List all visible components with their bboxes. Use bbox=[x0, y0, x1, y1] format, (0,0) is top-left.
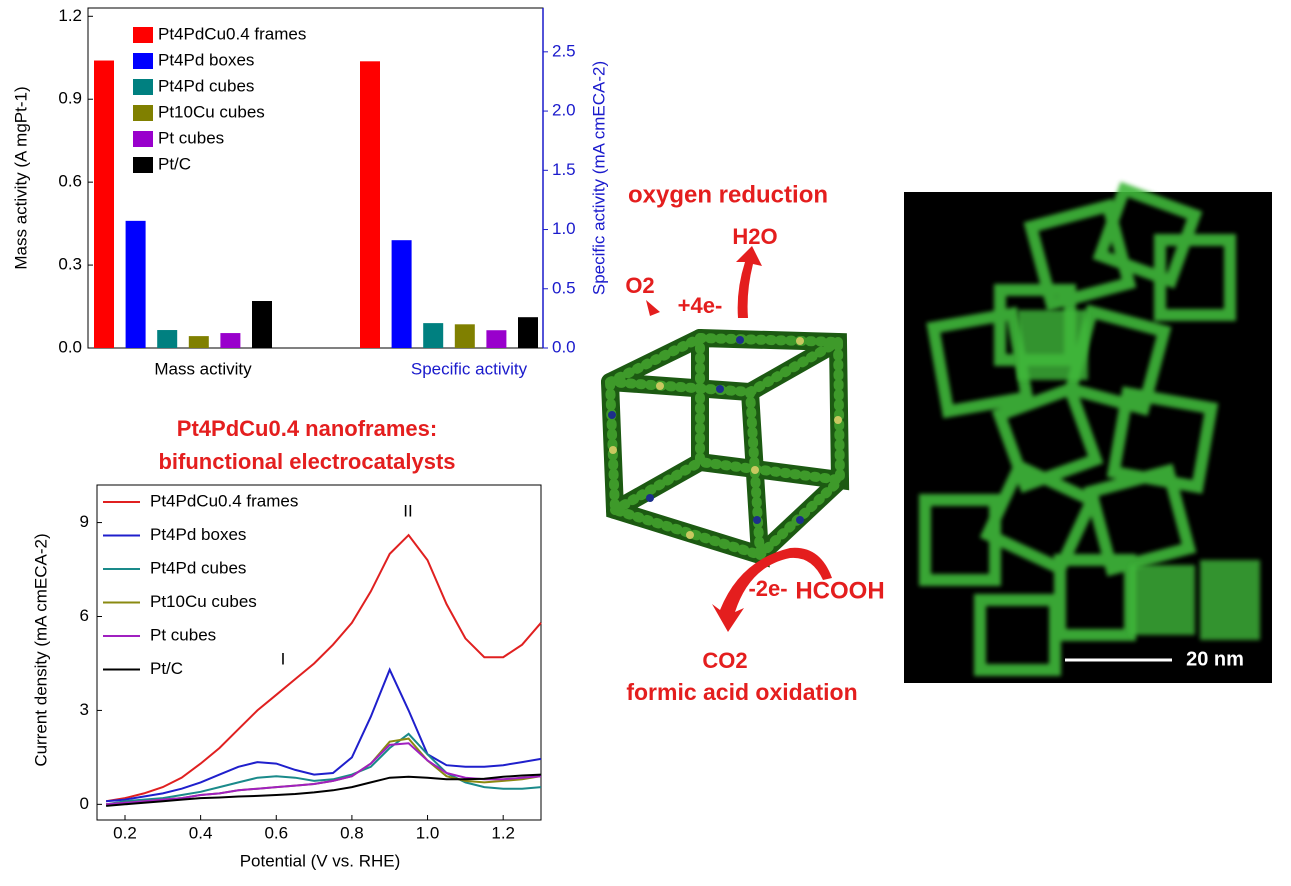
bar bbox=[220, 333, 241, 348]
legend-swatch bbox=[133, 105, 153, 121]
y2-tick-label: 1.0 bbox=[552, 219, 576, 238]
y2-axis-label: Specific activity (mA cmECA-2) bbox=[589, 61, 608, 295]
micrograph bbox=[904, 181, 1272, 683]
electron-label: +4e- bbox=[678, 293, 723, 318]
legend-label: Pt4Pd cubes bbox=[158, 76, 254, 95]
y2-tick-label: 2.5 bbox=[552, 41, 576, 60]
nanoframe-cube bbox=[601, 329, 850, 568]
scale-bar-label: 20 nm bbox=[1186, 648, 1244, 670]
series-line bbox=[106, 742, 542, 806]
electron-label: -2e- bbox=[748, 576, 787, 601]
legend-label: Pt cubes bbox=[158, 128, 224, 147]
series-line bbox=[105, 533, 542, 803]
legend-label: Pt4PdCu0.4 frames bbox=[158, 24, 306, 43]
legend-label: Pt10Cu cubes bbox=[150, 592, 257, 611]
bar bbox=[252, 301, 272, 348]
y-tick-label: 0 bbox=[80, 794, 89, 813]
plot-frame bbox=[87, 7, 544, 349]
legend-swatch bbox=[133, 53, 153, 69]
y-tick-label: 1.2 bbox=[58, 6, 82, 25]
legend-swatch bbox=[133, 27, 153, 43]
legend-label: Pt/C bbox=[158, 154, 191, 173]
y-axis-label: Mass activity (A mgPt-1) bbox=[11, 86, 30, 269]
annotation: I bbox=[281, 649, 286, 668]
series-line bbox=[106, 737, 542, 806]
x-tick-label: Specific activity bbox=[411, 359, 528, 378]
x-axis-label: Potential (V vs. RHE) bbox=[240, 851, 401, 870]
legend-label: Pt4PdCu0.4 frames bbox=[150, 491, 298, 510]
x-tick-label: Mass activity bbox=[154, 359, 252, 378]
x-tick-label: 1.2 bbox=[491, 823, 515, 842]
x-tick-label: 0.2 bbox=[113, 823, 137, 842]
caption-line: bifunctional electrocatalysts bbox=[158, 449, 455, 474]
diagram-subtitle: formic acid oxidation bbox=[626, 679, 857, 705]
bar bbox=[94, 60, 114, 348]
x-tick-label: 0.4 bbox=[189, 823, 213, 842]
series-line bbox=[106, 667, 542, 803]
plot-frame bbox=[96, 484, 542, 821]
legend-swatch bbox=[133, 79, 153, 95]
legend-swatch bbox=[133, 157, 153, 173]
bar bbox=[423, 323, 444, 348]
legend-label: Pt10Cu cubes bbox=[158, 102, 265, 121]
bar bbox=[157, 330, 178, 348]
product-label: CO2 bbox=[702, 648, 747, 673]
reactant-label: O2 bbox=[625, 273, 654, 298]
legend-swatch bbox=[133, 131, 153, 147]
legend-label: Pt4Pd boxes bbox=[158, 50, 254, 69]
y-tick-label: 0.6 bbox=[58, 172, 82, 191]
x-tick-label: 0.6 bbox=[264, 823, 288, 842]
legend-label: Pt cubes bbox=[150, 625, 216, 644]
annotation: II bbox=[403, 501, 412, 520]
y2-tick-label: 1.5 bbox=[552, 160, 576, 179]
series-line bbox=[105, 732, 542, 806]
y2-tick-label: 0.0 bbox=[552, 337, 576, 356]
y-tick-label: 3 bbox=[80, 700, 89, 719]
y-tick-label: 0.3 bbox=[58, 255, 82, 274]
y-tick-label: 6 bbox=[80, 606, 89, 625]
bar bbox=[454, 324, 475, 348]
product-label: H2O bbox=[732, 224, 777, 249]
y-tick-label: 0.9 bbox=[58, 89, 82, 108]
reaction-arrows bbox=[646, 246, 832, 632]
y-tick-label: 9 bbox=[80, 512, 89, 531]
y-tick-label: 0.0 bbox=[58, 337, 82, 356]
x-tick-label: 0.8 bbox=[340, 823, 364, 842]
bar bbox=[518, 317, 538, 348]
x-tick-label: 1.0 bbox=[416, 823, 440, 842]
bar bbox=[360, 61, 380, 348]
bar bbox=[188, 336, 209, 348]
y2-tick-label: 0.5 bbox=[552, 278, 576, 297]
diagram-title: oxygen reduction bbox=[628, 181, 828, 208]
caption-line: Pt4PdCu0.4 nanoframes: bbox=[177, 416, 437, 441]
bar bbox=[391, 240, 412, 348]
legend-label: Pt/C bbox=[150, 659, 183, 678]
bar bbox=[486, 330, 507, 348]
y-axis-label: Current density (mA cmECA-2) bbox=[31, 533, 50, 766]
legend-label: Pt4Pd boxes bbox=[150, 525, 246, 544]
bar bbox=[125, 220, 146, 348]
series-line bbox=[106, 773, 542, 807]
legend-label: Pt4Pd cubes bbox=[150, 558, 246, 577]
reactant-label: HCOOH bbox=[795, 577, 884, 604]
y2-tick-label: 2.0 bbox=[552, 101, 576, 120]
